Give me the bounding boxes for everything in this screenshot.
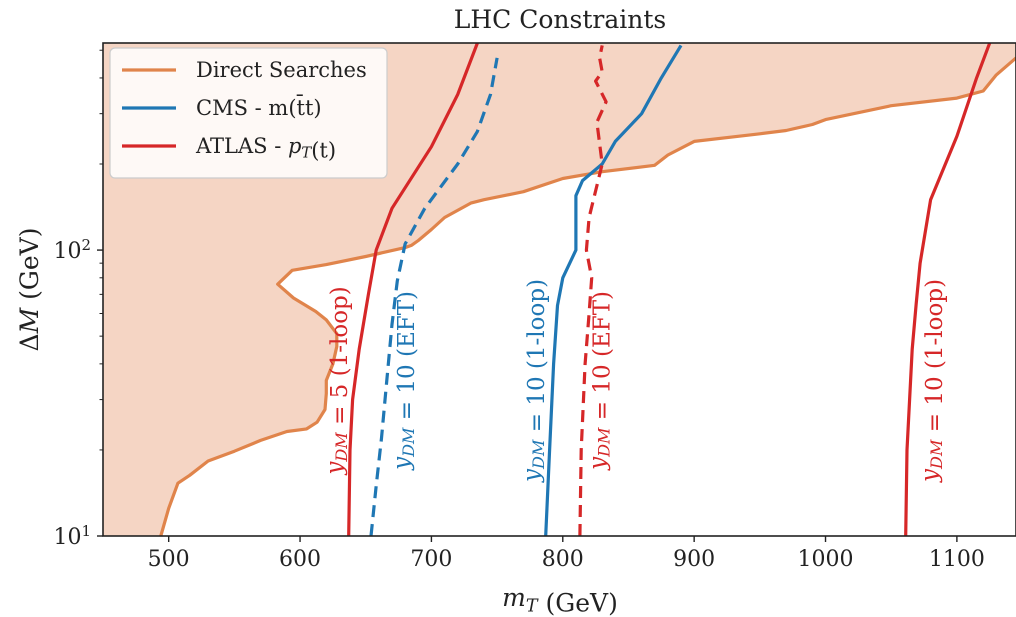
curve-label-0: yDM = 5 (1-loop) — [322, 286, 353, 475]
curve-annotations: yDM = 5 (1-loop) yDM = 10 (EFT) yDM = 10 (… — [322, 279, 948, 483]
chart-title: LHC Constraints — [454, 5, 666, 34]
series-line-5 — [904, 43, 992, 536]
x-tick-label-700: 700 — [410, 547, 452, 572]
legend-label-2: ATLAS - pT(t) — [195, 134, 336, 162]
legend: Direct Searches CMS - m(t̄t) ATLAS - pT(t) — [109, 47, 388, 179]
legend-label-0: Direct Searches — [196, 58, 367, 82]
y-axis-title: ΔM (GeV) — [15, 228, 44, 352]
curve-label-2: yDM = 10 (1-loop) — [519, 279, 550, 483]
y-tick-label-10: 101 — [53, 522, 91, 550]
series-line-3 — [347, 43, 479, 536]
x-axis: 500 600 700 800 900 1000 1100 — [148, 536, 985, 572]
plot-frame — [102, 42, 1016, 537]
series-line-4 — [578, 45, 608, 536]
curve-label-4: yDM = 10 (1-loop) — [917, 279, 948, 483]
series-line-2 — [544, 44, 683, 536]
x-tick-label-600: 600 — [279, 547, 321, 572]
x-tick-label-1000: 1000 — [798, 547, 854, 572]
legend-label-1: CMS - m(t̄t) — [196, 94, 322, 120]
x-axis-title: mT (GeV) — [502, 583, 618, 617]
x-tick-label-900: 900 — [673, 547, 715, 572]
y-axis: 101 102 — [53, 49, 103, 550]
series-line-0 — [159, 56, 1016, 536]
curve-label-1: yDM = 10 (EFT) — [389, 291, 420, 471]
x-tick-label-1100: 1100 — [929, 547, 985, 572]
series-line-1 — [369, 57, 499, 536]
x-tick-label-500: 500 — [148, 547, 190, 572]
curve-label-3: yDM = 10 (EFT) — [585, 291, 616, 471]
legend-box — [109, 47, 388, 179]
x-tick-label-800: 800 — [542, 547, 584, 572]
y-tick-label-100: 102 — [53, 236, 91, 264]
